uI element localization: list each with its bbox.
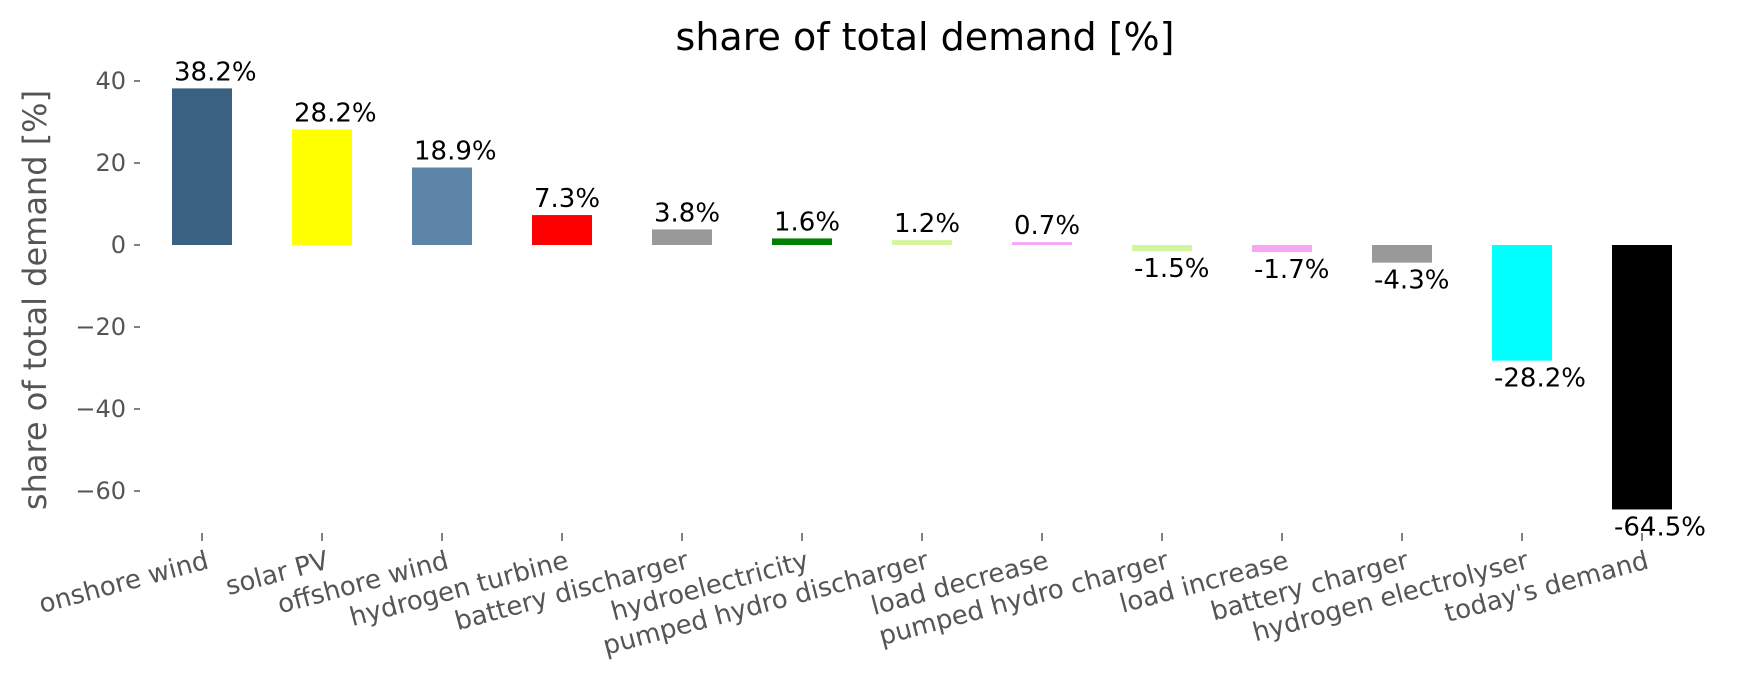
data-label: 18.9% [414,137,497,167]
y-tick-label: −60 [75,477,126,505]
data-label: 1.6% [774,207,840,237]
bar [652,229,712,245]
bar [1612,245,1672,510]
data-label: -28.2% [1494,364,1586,394]
x-tick-label: onshore wind [36,546,212,620]
data-label: 0.7% [1014,211,1080,241]
bar [292,129,352,245]
chart-title: share of total demand [%] [676,15,1175,59]
data-labels: 38.2% 28.2% 18.9% 7.3% 3.8% 1.6% 1.2% 0.7% -1.5%… [174,57,1706,542]
bar [892,240,952,245]
bar [1012,242,1072,245]
bar [1132,245,1192,252]
y-axis: 40 20 0 −20 −40 −60 [75,67,140,505]
y-tick-label: −20 [75,313,126,341]
data-label: -64.5% [1614,512,1706,542]
bar [1492,245,1552,361]
bar [772,238,832,245]
data-label: 38.2% [174,57,257,87]
bars [172,88,1672,510]
y-tick-label: 40 [95,67,126,95]
data-label: -1.5% [1134,254,1209,284]
y-tick-label: 0 [111,231,126,259]
y-tick-label: 20 [95,149,126,177]
data-label: 7.3% [534,184,600,214]
bar [1252,245,1312,252]
bar [412,167,472,245]
data-label: 1.2% [894,209,960,239]
bar [172,88,232,245]
bar [532,215,592,245]
data-label: -1.7% [1254,255,1329,285]
data-label: -4.3% [1374,266,1449,296]
y-axis-label: share of total demand [%] [16,90,54,510]
data-label: 28.2% [294,98,377,128]
data-label: 3.8% [654,198,720,228]
y-tick-label: −40 [75,395,126,423]
bar [1372,245,1432,263]
